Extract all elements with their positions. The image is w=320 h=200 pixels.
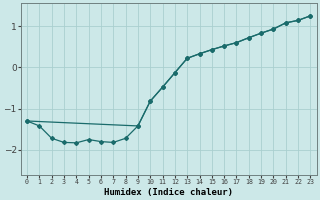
X-axis label: Humidex (Indice chaleur): Humidex (Indice chaleur): [104, 188, 233, 197]
